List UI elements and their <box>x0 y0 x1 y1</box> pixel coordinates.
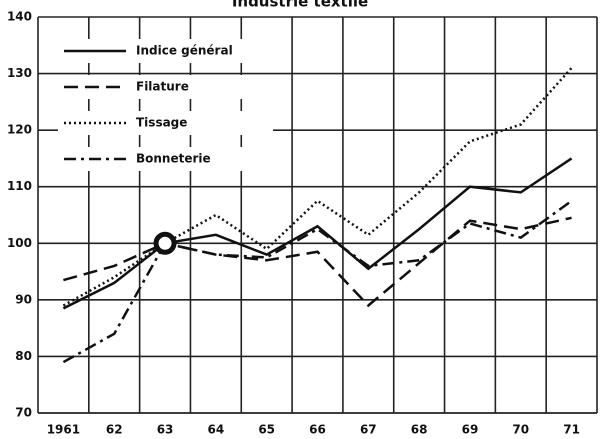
x-tick-label: 62 <box>106 423 123 437</box>
x-tick-label: 70 <box>512 423 529 437</box>
legend-label: Indice général <box>136 44 233 58</box>
y-tick-label: 80 <box>15 349 32 363</box>
y-tick-label: 110 <box>7 179 32 193</box>
legend-label: Filature <box>136 80 189 94</box>
x-tick-label: 68 <box>411 423 428 437</box>
series-line <box>62 157 573 310</box>
x-tick-label: 67 <box>360 423 377 437</box>
x-tick-label: 69 <box>462 423 479 437</box>
y-tick-label: 130 <box>7 66 32 80</box>
series-line <box>63 216 572 308</box>
x-tick-label: 1961 <box>47 423 80 437</box>
chart-title: Industrie textile <box>232 0 368 11</box>
x-tick-label: 63 <box>157 423 174 437</box>
y-tick-label: 90 <box>15 292 32 306</box>
legend-label: Tissage <box>136 116 187 130</box>
legend-bg <box>58 111 273 135</box>
y-tick-label: 70 <box>15 406 32 420</box>
x-tick-label: 64 <box>208 423 225 437</box>
base-marker <box>153 231 177 255</box>
legend-label: Bonneterie <box>136 152 211 166</box>
series-line <box>62 67 573 307</box>
x-tick-label: 71 <box>563 423 580 437</box>
y-tick-label: 100 <box>7 236 32 250</box>
series-line <box>62 199 573 364</box>
x-tick-label: 65 <box>258 423 275 437</box>
x-tick-label: 66 <box>309 423 326 437</box>
y-tick-label: 120 <box>7 123 32 137</box>
y-tick-label: 140 <box>7 10 32 24</box>
